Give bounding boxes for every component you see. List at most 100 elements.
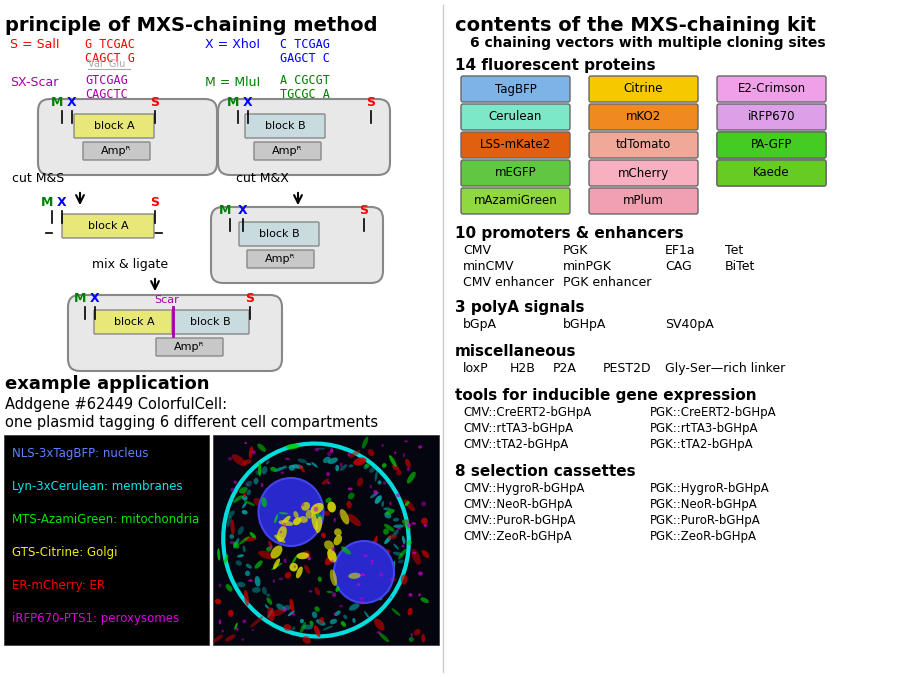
Ellipse shape (299, 516, 308, 523)
Text: E2-Crimson: E2-Crimson (737, 83, 806, 95)
Ellipse shape (396, 494, 400, 498)
Ellipse shape (392, 529, 399, 538)
Text: X: X (90, 292, 100, 305)
Text: 10 promoters & enhancers: 10 promoters & enhancers (455, 226, 684, 241)
Ellipse shape (389, 455, 397, 467)
FancyBboxPatch shape (461, 160, 570, 186)
Ellipse shape (237, 554, 244, 557)
Text: loxP: loxP (463, 362, 489, 375)
Ellipse shape (262, 466, 267, 475)
Ellipse shape (336, 586, 339, 592)
Ellipse shape (309, 590, 312, 592)
Text: cut M&X: cut M&X (236, 172, 289, 185)
Ellipse shape (302, 636, 311, 644)
Ellipse shape (233, 538, 239, 548)
Ellipse shape (327, 481, 330, 484)
Ellipse shape (382, 501, 384, 507)
Ellipse shape (349, 603, 360, 611)
Ellipse shape (257, 443, 266, 452)
Text: tdTomato: tdTomato (616, 139, 671, 152)
Ellipse shape (300, 622, 306, 634)
Text: CMV::ZeoR-bGHpA: CMV::ZeoR-bGHpA (463, 530, 572, 543)
Ellipse shape (302, 550, 310, 559)
Text: MTS-AzamiGreen: mitochondria: MTS-AzamiGreen: mitochondria (12, 513, 199, 526)
Ellipse shape (329, 569, 337, 586)
Ellipse shape (371, 559, 373, 563)
Text: one plasmid tagging 6 different cell compartments: one plasmid tagging 6 different cell com… (5, 415, 378, 430)
Ellipse shape (228, 610, 234, 617)
Ellipse shape (281, 471, 284, 475)
Bar (213, 435, 439, 645)
Ellipse shape (279, 512, 288, 515)
Ellipse shape (325, 553, 335, 565)
Ellipse shape (242, 510, 248, 515)
Ellipse shape (421, 502, 426, 506)
Text: H2B: H2B (510, 362, 536, 375)
Ellipse shape (368, 449, 374, 456)
Ellipse shape (329, 619, 338, 624)
FancyBboxPatch shape (245, 114, 325, 138)
Text: iRFP670-PTS1: peroxysomes: iRFP670-PTS1: peroxysomes (12, 612, 179, 625)
Ellipse shape (282, 516, 291, 524)
Ellipse shape (352, 618, 356, 623)
Ellipse shape (380, 566, 386, 573)
Text: Ampᴿ: Ampᴿ (266, 254, 296, 264)
Ellipse shape (292, 554, 298, 565)
Ellipse shape (384, 524, 394, 531)
FancyBboxPatch shape (717, 160, 826, 186)
Ellipse shape (247, 489, 251, 496)
Ellipse shape (384, 573, 397, 581)
Ellipse shape (254, 478, 258, 484)
Ellipse shape (347, 493, 355, 500)
Ellipse shape (315, 517, 322, 533)
Ellipse shape (319, 617, 324, 624)
Ellipse shape (221, 630, 224, 632)
Text: PGK::NeoR-bGHpA: PGK::NeoR-bGHpA (650, 498, 758, 511)
Ellipse shape (262, 586, 267, 594)
Ellipse shape (409, 593, 412, 596)
FancyBboxPatch shape (74, 114, 154, 138)
Text: Tet: Tet (725, 244, 743, 257)
Ellipse shape (408, 608, 412, 615)
Ellipse shape (392, 464, 400, 471)
Ellipse shape (331, 548, 335, 551)
Ellipse shape (300, 619, 304, 624)
Text: mAzamiGreen: mAzamiGreen (473, 194, 557, 207)
Ellipse shape (261, 497, 267, 507)
Text: S: S (246, 292, 255, 305)
Ellipse shape (246, 481, 252, 487)
Ellipse shape (230, 519, 235, 535)
Ellipse shape (402, 536, 405, 544)
Text: M: M (40, 196, 53, 209)
Ellipse shape (242, 502, 247, 508)
Ellipse shape (233, 542, 239, 548)
Ellipse shape (323, 456, 330, 463)
Text: CAG: CAG (665, 260, 692, 273)
Ellipse shape (283, 466, 287, 468)
Ellipse shape (244, 590, 249, 606)
Ellipse shape (288, 611, 294, 616)
Ellipse shape (336, 465, 339, 471)
Ellipse shape (231, 454, 247, 466)
Text: 3 polyA signals: 3 polyA signals (455, 300, 584, 315)
Ellipse shape (250, 616, 263, 628)
Ellipse shape (372, 536, 378, 550)
Ellipse shape (370, 563, 374, 565)
Ellipse shape (424, 524, 428, 527)
Ellipse shape (293, 565, 296, 568)
Ellipse shape (252, 450, 256, 454)
Ellipse shape (383, 507, 391, 510)
Text: cut M&S: cut M&S (12, 172, 64, 185)
Text: principle of MXS-chaining method: principle of MXS-chaining method (5, 16, 377, 35)
Ellipse shape (346, 501, 352, 508)
Ellipse shape (293, 511, 299, 518)
FancyBboxPatch shape (83, 142, 150, 160)
Ellipse shape (362, 437, 368, 449)
Ellipse shape (308, 556, 311, 561)
Ellipse shape (359, 594, 364, 598)
Text: CMV::rtTA3-bGHpA: CMV::rtTA3-bGHpA (463, 422, 573, 435)
Text: PEST2D: PEST2D (603, 362, 652, 375)
Ellipse shape (384, 512, 392, 519)
Ellipse shape (242, 619, 247, 624)
Ellipse shape (314, 607, 319, 612)
